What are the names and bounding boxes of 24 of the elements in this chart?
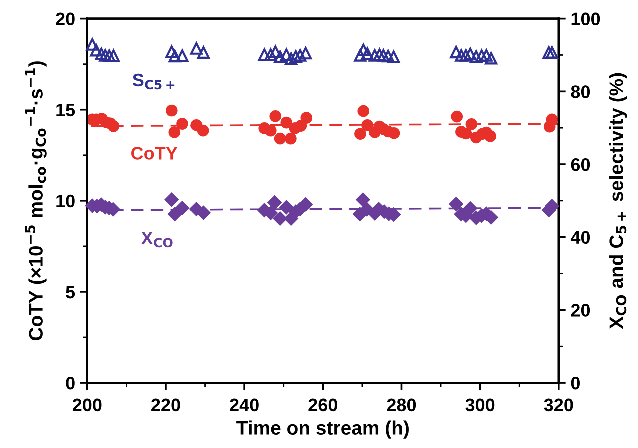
x-tick-label: 280: [387, 398, 416, 412]
series-label: X$_{CO}$: [141, 232, 173, 248]
y2-tick-label: 80: [571, 86, 590, 98]
x-axis-title: Time on stream (h): [236, 420, 409, 439]
x-tick-label: 300: [466, 398, 495, 412]
x-tick-label: 320: [544, 398, 574, 412]
x-tick-label: 260: [308, 398, 338, 412]
y-tick-label: 10: [56, 194, 75, 208]
series-label: CoTY: [132, 147, 178, 160]
y2-tick-label: 20: [571, 304, 590, 317]
y-tick-label: 20: [56, 12, 75, 26]
y2-axis-title: X$_{CO}$ and C$_{5+}$ selectivity (%): [609, 73, 628, 330]
y2-tick-label: 40: [570, 231, 590, 244]
text: CoTY (×10$^{−5}$ mol$_{co}$·g$_{Co}$$^{−1}$·s$^{−1}$): [25, 62, 47, 341]
y-tick-label: 5: [66, 286, 76, 299]
x-tick-label: 240: [230, 398, 259, 412]
y-tick-label: 0: [66, 376, 75, 390]
y-tick-label: 15: [56, 104, 76, 117]
y2-tick-label: 0: [571, 376, 580, 390]
y2-tick-label: 100: [572, 12, 600, 26]
x-tick-label: 220: [152, 398, 180, 412]
y2-tick-label: 60: [571, 158, 590, 172]
x-tick-label: 200: [72, 398, 102, 412]
series-label: S$_{C5+}$: [132, 74, 175, 90]
